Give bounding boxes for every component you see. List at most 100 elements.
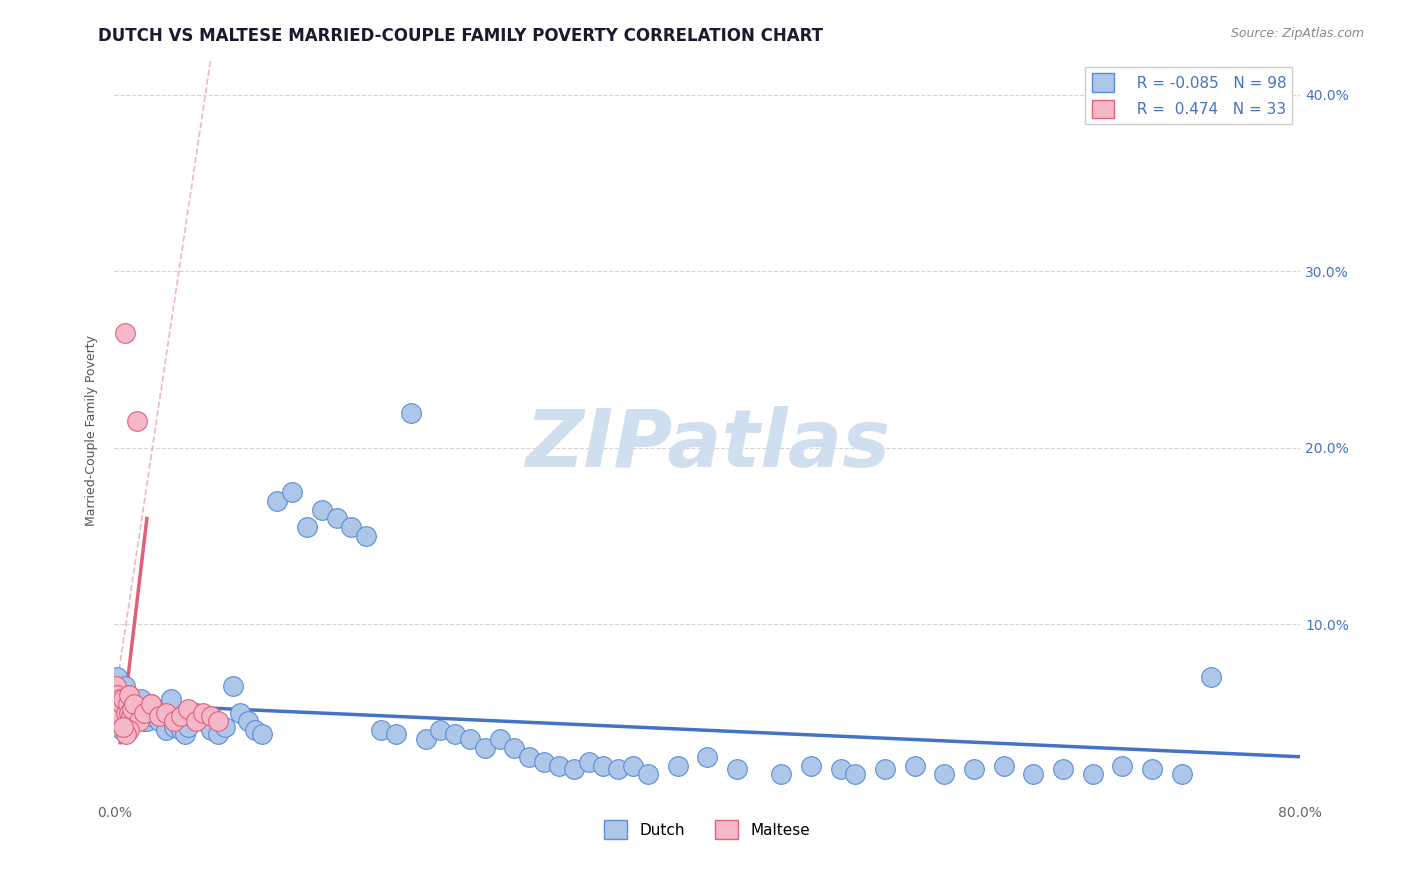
Point bbox=[385, 727, 408, 741]
Point bbox=[177, 702, 200, 716]
Point bbox=[800, 758, 823, 772]
Point bbox=[621, 758, 644, 772]
Point bbox=[107, 706, 129, 720]
Point bbox=[105, 688, 128, 702]
Point bbox=[193, 714, 215, 729]
Point bbox=[207, 714, 229, 729]
Point bbox=[904, 758, 927, 772]
Point bbox=[148, 709, 170, 723]
Point bbox=[107, 691, 129, 706]
Point bbox=[266, 493, 288, 508]
Point bbox=[150, 709, 173, 723]
Point bbox=[607, 762, 630, 776]
Point bbox=[114, 706, 136, 720]
Point bbox=[117, 691, 139, 706]
Point bbox=[118, 706, 141, 720]
Point bbox=[122, 697, 145, 711]
Point bbox=[105, 697, 128, 711]
Point bbox=[112, 706, 135, 720]
Text: Source: ZipAtlas.com: Source: ZipAtlas.com bbox=[1230, 27, 1364, 40]
Point bbox=[1081, 767, 1104, 781]
Point bbox=[725, 762, 748, 776]
Point bbox=[444, 727, 467, 741]
Point bbox=[193, 706, 215, 720]
Point bbox=[148, 714, 170, 729]
Point bbox=[120, 709, 142, 723]
Point bbox=[214, 720, 236, 734]
Point bbox=[844, 767, 866, 781]
Point bbox=[252, 727, 274, 741]
Point bbox=[127, 697, 149, 711]
Point bbox=[592, 758, 614, 772]
Point bbox=[415, 732, 437, 747]
Point bbox=[696, 749, 718, 764]
Point bbox=[637, 767, 659, 781]
Y-axis label: Married-Couple Family Poverty: Married-Couple Family Poverty bbox=[86, 334, 98, 525]
Point bbox=[122, 691, 145, 706]
Point bbox=[1111, 758, 1133, 772]
Point bbox=[578, 755, 600, 769]
Point bbox=[1199, 670, 1222, 684]
Point bbox=[340, 520, 363, 534]
Point bbox=[121, 697, 143, 711]
Point bbox=[155, 706, 177, 720]
Point bbox=[830, 762, 852, 776]
Point bbox=[162, 720, 184, 734]
Point bbox=[129, 691, 152, 706]
Text: DUTCH VS MALTESE MARRIED-COUPLE FAMILY POVERTY CORRELATION CHART: DUTCH VS MALTESE MARRIED-COUPLE FAMILY P… bbox=[98, 27, 824, 45]
Point bbox=[105, 688, 128, 702]
Point bbox=[107, 697, 129, 711]
Point bbox=[107, 697, 129, 711]
Point bbox=[104, 679, 127, 693]
Point bbox=[112, 691, 135, 706]
Point bbox=[963, 762, 986, 776]
Point bbox=[200, 709, 222, 723]
Point bbox=[117, 697, 139, 711]
Point bbox=[243, 723, 266, 738]
Point bbox=[128, 714, 150, 729]
Point bbox=[503, 740, 526, 755]
Point bbox=[399, 406, 422, 420]
Point bbox=[162, 714, 184, 729]
Point bbox=[174, 727, 197, 741]
Point bbox=[517, 749, 540, 764]
Point bbox=[121, 702, 143, 716]
Point bbox=[429, 723, 451, 738]
Point bbox=[141, 697, 163, 711]
Point bbox=[562, 762, 585, 776]
Point bbox=[1170, 767, 1192, 781]
Point bbox=[118, 688, 141, 702]
Point bbox=[118, 688, 141, 702]
Point bbox=[114, 326, 136, 341]
Point bbox=[115, 727, 138, 741]
Point bbox=[533, 755, 555, 769]
Point bbox=[108, 714, 131, 729]
Point bbox=[177, 720, 200, 734]
Point bbox=[155, 723, 177, 738]
Point bbox=[458, 732, 481, 747]
Point bbox=[354, 529, 377, 543]
Point bbox=[370, 723, 392, 738]
Point bbox=[325, 511, 347, 525]
Point bbox=[873, 762, 896, 776]
Point bbox=[111, 688, 134, 702]
Point bbox=[993, 758, 1015, 772]
Point bbox=[104, 679, 127, 693]
Point bbox=[141, 697, 163, 711]
Point bbox=[111, 697, 134, 711]
Point bbox=[170, 723, 193, 738]
Point bbox=[145, 706, 167, 720]
Point bbox=[159, 691, 181, 706]
Point bbox=[488, 732, 510, 747]
Point bbox=[311, 502, 333, 516]
Point bbox=[117, 706, 139, 720]
Point bbox=[132, 706, 155, 720]
Point bbox=[105, 670, 128, 684]
Point bbox=[1052, 762, 1074, 776]
Point bbox=[207, 727, 229, 741]
Point bbox=[120, 691, 142, 706]
Point bbox=[166, 714, 188, 729]
Point bbox=[770, 767, 793, 781]
Point bbox=[115, 688, 138, 702]
Point bbox=[135, 714, 157, 729]
